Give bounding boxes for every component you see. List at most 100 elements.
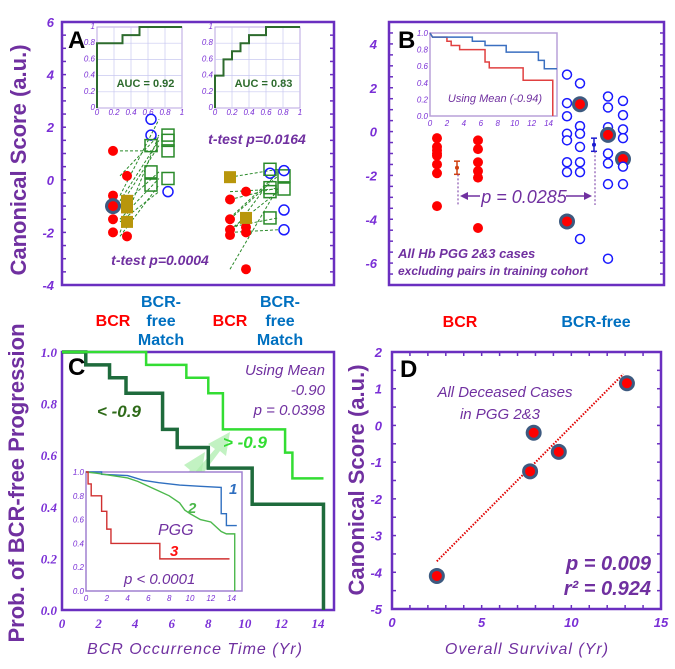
highlight-point [562, 216, 572, 227]
inset-x-tick: 14 [227, 594, 236, 603]
inset-x-tick: 6 [479, 119, 484, 128]
roc-y-tick: 0.4 [202, 71, 214, 80]
free-circle [264, 167, 276, 179]
roc-y-tick: 1 [209, 22, 213, 31]
roc-y-tick: 0 [91, 103, 96, 112]
free-square [263, 184, 277, 199]
pair-line [229, 229, 279, 233]
inset-y-tick: 0.0 [417, 112, 429, 121]
inset-p-value: p < 0.0001 [123, 571, 195, 588]
gold-square [240, 211, 252, 224]
roc-x-tick: 0.2 [108, 108, 120, 117]
note-line: All Deceased Cases [436, 384, 573, 401]
data-point [553, 446, 564, 457]
y-tick-label: 0 [375, 418, 383, 433]
highlight-point [618, 153, 628, 164]
y-tick-label: 0.2 [41, 551, 58, 566]
bcr-point [432, 150, 442, 161]
x-tick-label: 8 [205, 616, 212, 631]
arrow-right-icon [584, 192, 592, 200]
y-tick-label: -3 [370, 529, 382, 544]
bcr-point [473, 135, 483, 146]
group-label-free: Match [138, 332, 184, 349]
roc-y-tick: 0.6 [84, 54, 96, 63]
y-tick-label: 4 [46, 68, 55, 83]
free-circle [602, 178, 614, 190]
gold-square [121, 201, 133, 214]
free-circle [617, 178, 629, 190]
x-axis-label: BCR Occurrence Time (Yr) [87, 641, 303, 658]
inset-y-tick: 0.4 [417, 79, 429, 88]
note-line: in PGG 2&3 [460, 406, 541, 423]
highlight-point [603, 129, 613, 140]
p-value-label: p = 0.0285 [480, 187, 568, 207]
free-circle [561, 110, 573, 122]
series-label: 3 [170, 543, 179, 560]
y-axis-label: Canonical Score (a.u.) [6, 44, 31, 275]
panel-label-b: B [398, 27, 415, 54]
roc-curve [96, 26, 182, 108]
annotation-line: p = 0.0398 [253, 402, 326, 419]
roc-x-tick: 0.2 [226, 108, 238, 117]
bcr-point [473, 172, 483, 183]
y-tick-label: 0.8 [41, 397, 58, 412]
free-circle [574, 233, 586, 245]
gold-square [224, 171, 236, 184]
y-tick-label: 4 [369, 37, 378, 52]
data-point [431, 570, 442, 581]
roc-x-tick: 0.6 [142, 108, 154, 117]
annotation-line: Using Mean [245, 362, 325, 379]
pair-line [229, 217, 279, 228]
free-square [263, 162, 277, 177]
free-circle [617, 95, 629, 107]
inset-x-tick: 2 [444, 119, 450, 128]
free-circle [561, 97, 573, 109]
free-circle [617, 124, 629, 135]
x-tick-label: 4 [131, 616, 139, 631]
y-tick-label: -4 [370, 565, 382, 580]
pair-line [119, 178, 160, 220]
bcr-point [108, 201, 118, 212]
group-label-free: Match [257, 332, 303, 349]
y-tick-label: 1.0 [41, 345, 58, 360]
roc-y-tick: 0.2 [84, 87, 96, 96]
category-label-bcr: BCR [443, 314, 478, 331]
data-point [621, 378, 632, 389]
y-tick-label: 0 [47, 173, 55, 188]
y-axis-label: Canonical Score (a.u.) [344, 364, 369, 595]
free-circle [602, 158, 614, 169]
inset-x-tick: 2 [104, 594, 110, 603]
free-circle [602, 148, 614, 159]
km-curve [86, 471, 230, 560]
inset-label: Using Mean (-0.94) [448, 93, 542, 105]
x-axis-label: Overall Survival (Yr) [445, 641, 609, 658]
t-test-label: t-test p=0.0004 [111, 252, 209, 268]
panel-label-d: D [400, 356, 417, 383]
inset-x-tick: 8 [167, 594, 172, 603]
pair-line [229, 168, 279, 178]
inset-x-tick: 10 [186, 594, 195, 603]
pair-line [229, 187, 279, 270]
km-curve [62, 350, 326, 610]
inset-x-tick: 4 [125, 594, 130, 603]
free-square [263, 180, 277, 195]
km-inset-frame [85, 471, 243, 592]
free-square [144, 178, 158, 192]
free-circle [602, 102, 614, 113]
note-line: All Hb PGG 2&3 cases [397, 246, 535, 261]
pair-line [229, 187, 279, 201]
free-circle [561, 166, 573, 178]
x-tick-label: 14 [312, 616, 326, 631]
km-curve [62, 350, 324, 480]
km-curve [429, 32, 554, 116]
inset-y-tick: 0.8 [417, 46, 429, 55]
category-label-free: BCR-free [561, 314, 630, 331]
free-circle [145, 113, 157, 126]
panel-label-c: C [68, 354, 85, 381]
y-tick-label: -4 [42, 278, 54, 293]
pair-line [119, 171, 160, 208]
inset-y-tick: 0.6 [73, 516, 85, 525]
free-square [161, 133, 175, 148]
auc-label: AUC = 0.92 [117, 78, 175, 90]
